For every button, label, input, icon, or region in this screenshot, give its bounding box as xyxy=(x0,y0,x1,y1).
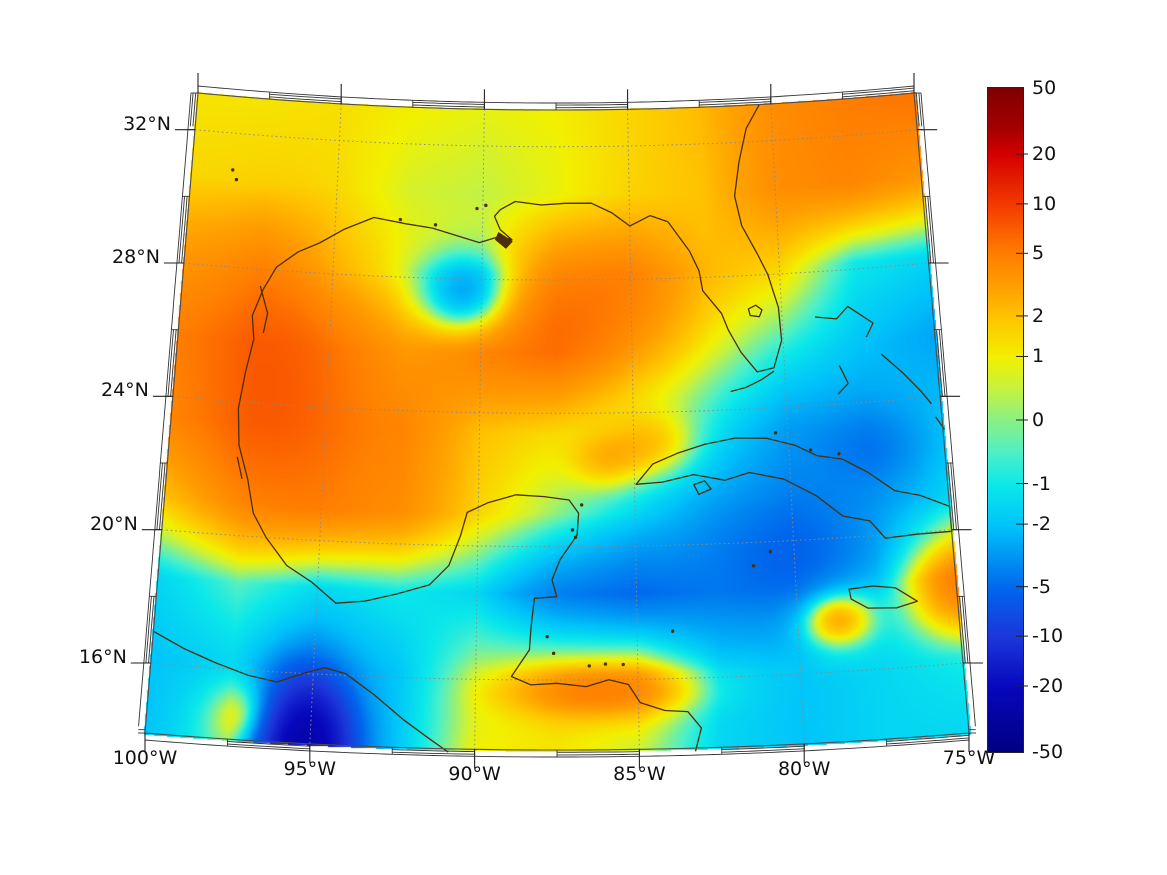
lat-tick-label: 28°N xyxy=(112,246,160,268)
island-dot xyxy=(751,564,756,568)
colorbar-tick-label: 5 xyxy=(1032,242,1045,265)
island-dot xyxy=(551,651,556,656)
island-dot xyxy=(234,177,239,182)
island-dot xyxy=(231,168,235,172)
colorbar-tick-label: -10 xyxy=(1032,625,1064,648)
island-dot xyxy=(484,203,488,208)
lon-tick-label: 85°W xyxy=(613,763,666,786)
colorbar-tick-label: 10 xyxy=(1032,192,1057,215)
coastline-mexico-pacific-coast xyxy=(153,630,449,753)
coastline-florida-keys xyxy=(730,370,775,393)
lon-tick-label: 75°W xyxy=(942,747,996,769)
coastline-eleuthera-exuma xyxy=(880,353,932,405)
lon-tick-label: 90°W xyxy=(448,763,501,786)
colorbar-tick-label: 0 xyxy=(1032,409,1045,431)
lat-tick-label: 32°N xyxy=(123,112,171,135)
island-dot xyxy=(433,223,438,227)
lon-tick-label: 95°W xyxy=(283,757,337,780)
colorbar-tick-label: 20 xyxy=(1032,143,1057,166)
lat-tick-label: 24°N xyxy=(100,379,149,402)
island-dot xyxy=(570,528,575,532)
island-dot xyxy=(603,662,608,666)
island-dot xyxy=(808,448,813,452)
colorbar-tick-label: -50 xyxy=(1032,741,1064,763)
coastline-jamaica xyxy=(848,585,918,609)
island-dot xyxy=(837,451,841,456)
coastline-mississippi-delta xyxy=(495,232,513,249)
colorbar-tick-label: -2 xyxy=(1032,513,1051,536)
coastline-padre-island xyxy=(259,285,269,334)
coastline-laguna-tamiahua xyxy=(236,456,243,480)
colorbar-tick-label: 1 xyxy=(1032,345,1045,368)
island-dot xyxy=(573,535,578,539)
colorbar-tick-label: 50 xyxy=(1032,77,1057,99)
island-dot xyxy=(579,503,584,507)
island-dot xyxy=(773,431,778,435)
lon-tick-label: 100°W xyxy=(112,747,178,769)
colorbar-tick-label: 2 xyxy=(1032,304,1045,327)
island-dot xyxy=(398,217,403,222)
lat-tick-label: 20°N xyxy=(89,512,138,535)
island-dot xyxy=(545,634,549,639)
island-dot xyxy=(475,206,479,211)
coastline-andros xyxy=(837,365,849,395)
colorbar-tick-label: -5 xyxy=(1032,575,1051,598)
island-dot xyxy=(587,664,591,668)
coastline-lake-okeechobee xyxy=(747,304,763,318)
coastline-grand-bahama-abaco xyxy=(815,305,874,338)
lat-tick-label: 16°N xyxy=(78,646,127,668)
island-dot xyxy=(670,629,675,633)
colorbar-tick-label: -20 xyxy=(1032,674,1064,697)
island-dot xyxy=(768,550,773,554)
island-dot xyxy=(621,662,625,667)
coastline-north-america-gulf-atlantic xyxy=(237,104,783,752)
coastline-isla-de-la-juventud xyxy=(693,480,712,496)
lon-tick-label: 80°W xyxy=(777,757,831,780)
colorbar-tick-label: -1 xyxy=(1032,472,1051,495)
